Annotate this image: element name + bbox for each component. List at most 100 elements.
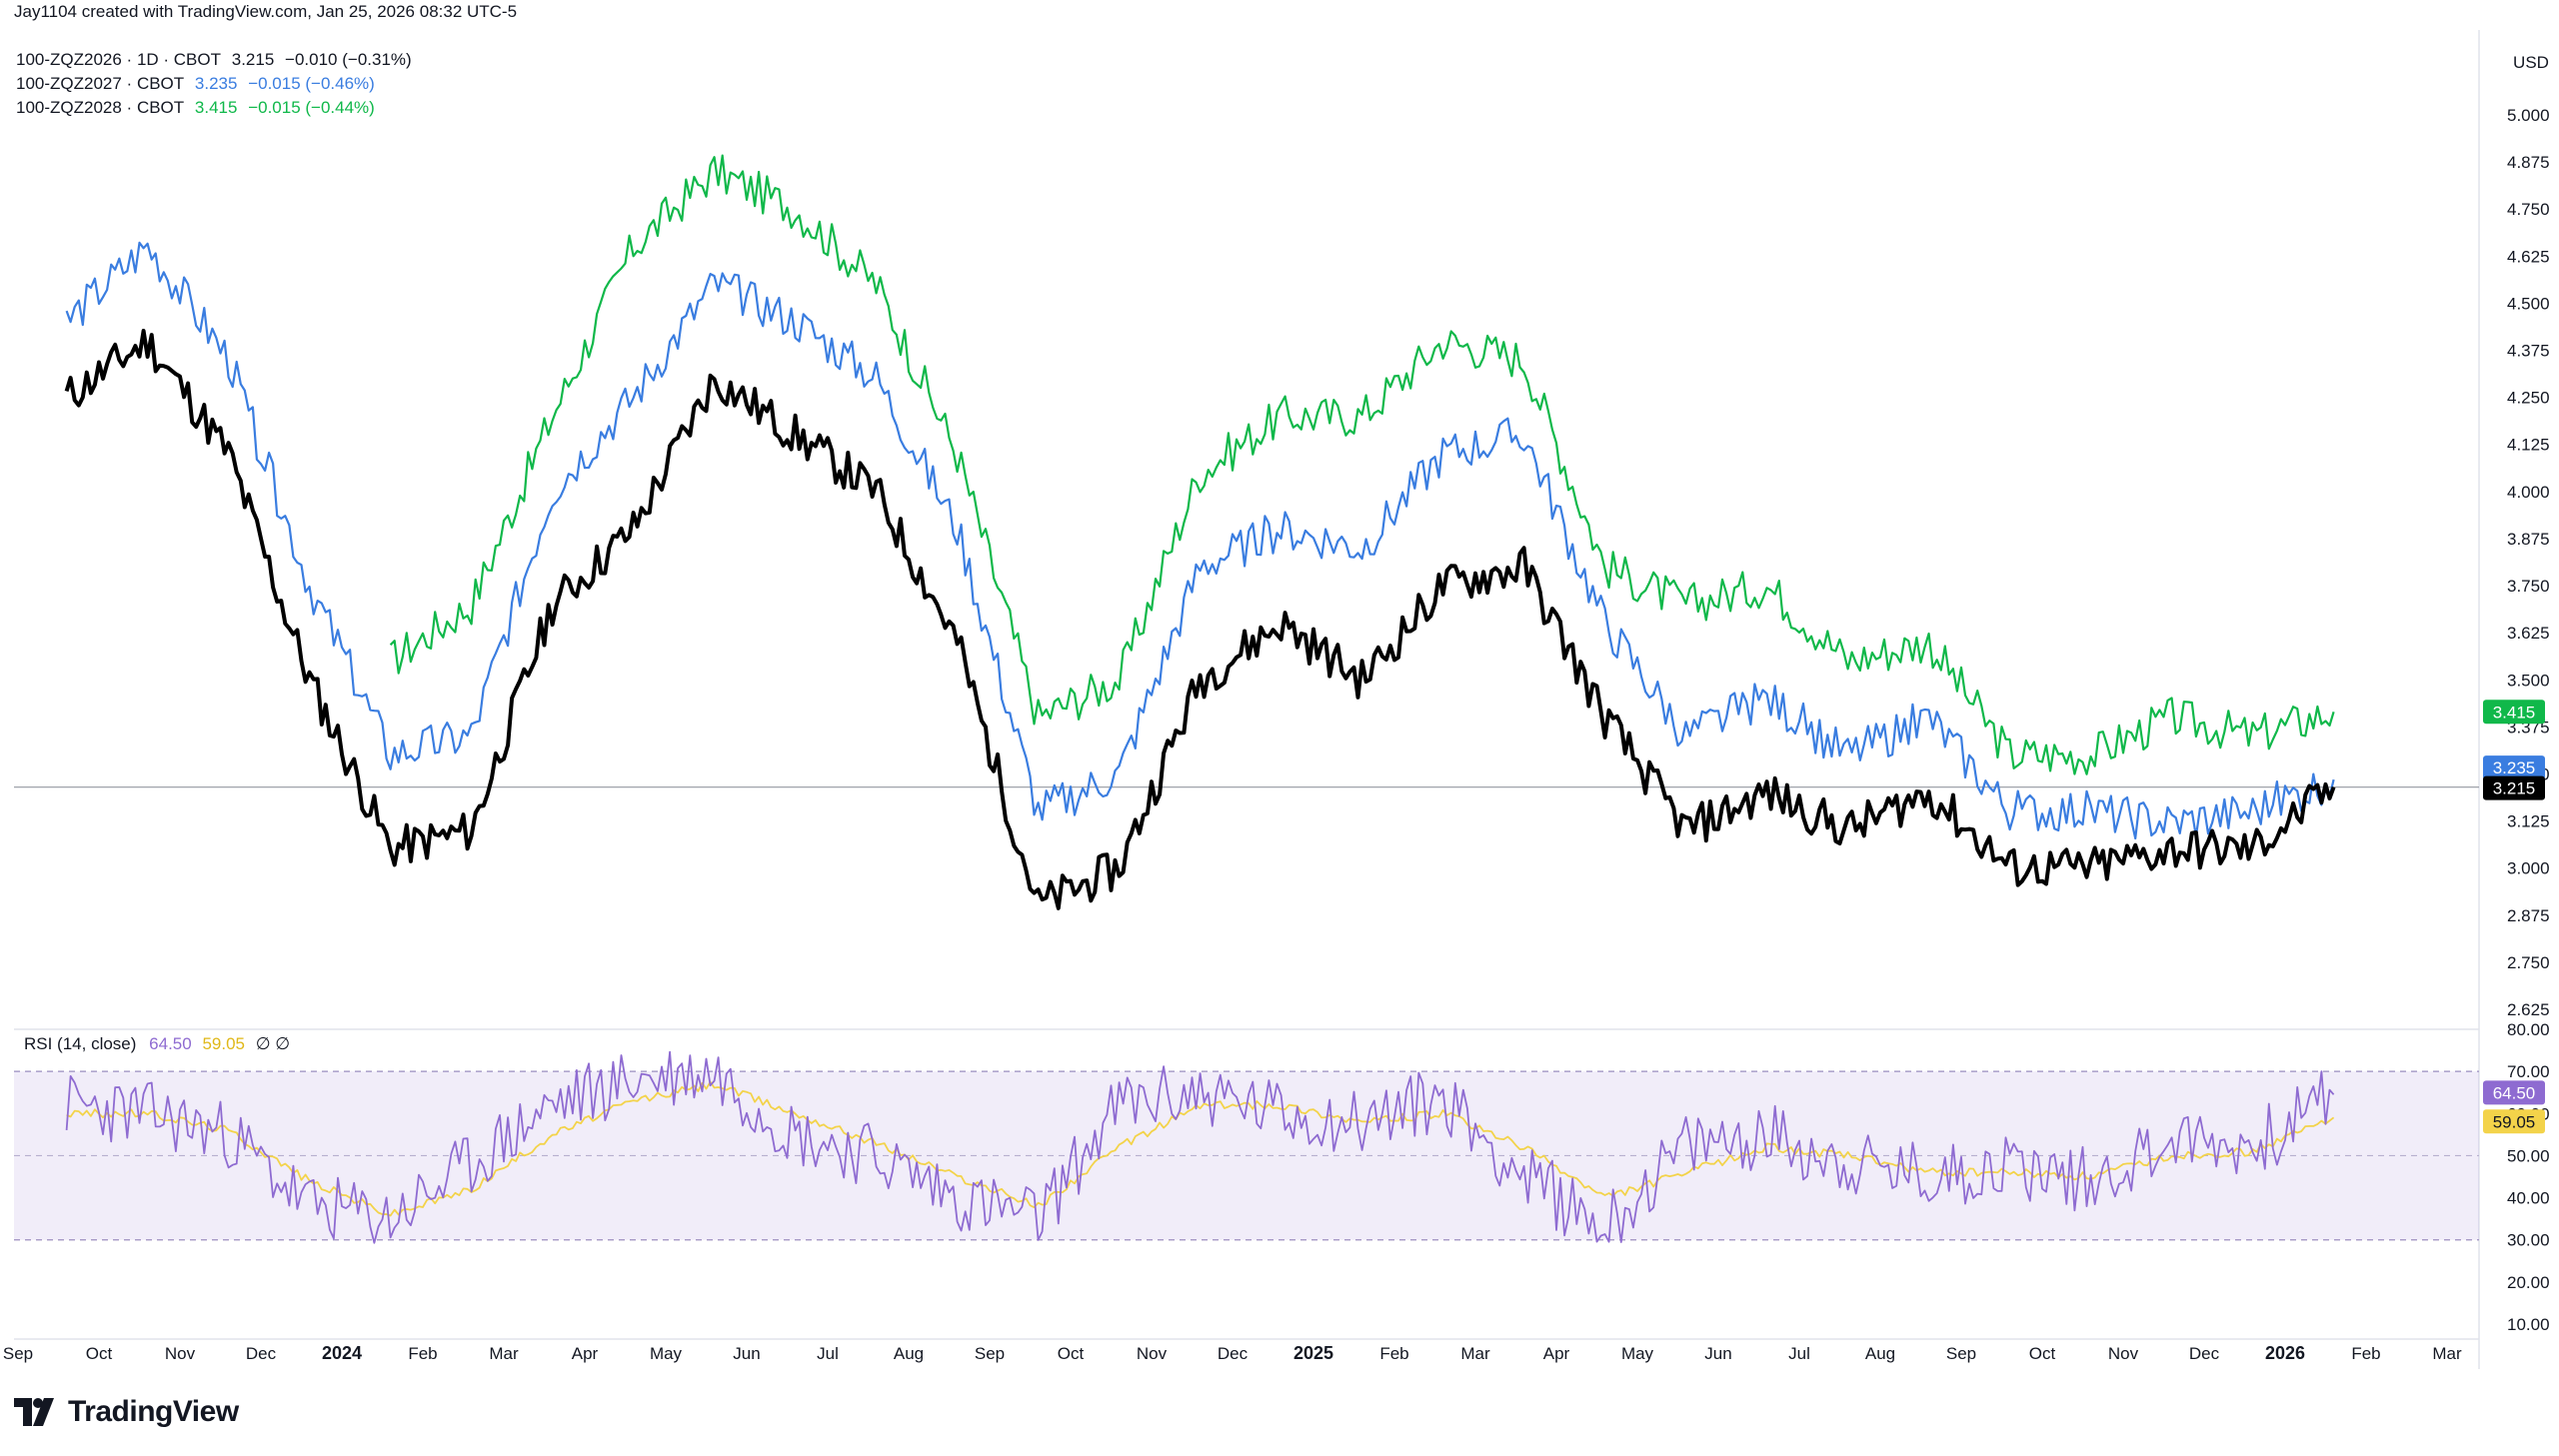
rsi-legend[interactable]: RSI (14, close) 64.50 59.05 ∅ ∅ bbox=[24, 1034, 290, 1054]
time-tick-label: May bbox=[1621, 1344, 1654, 1363]
legend-symbol: 100-ZQZ2027 · CBOT bbox=[16, 74, 185, 93]
price-tick-label: 4.500 bbox=[2507, 294, 2550, 313]
price-badge-label: 3.235 bbox=[2493, 758, 2536, 777]
time-tick-label: Oct bbox=[2029, 1344, 2056, 1363]
rsi-badge-label: 64.50 bbox=[2493, 1083, 2536, 1102]
price-tick-label: 4.000 bbox=[2507, 483, 2550, 502]
series-line-100-ZQZ2027 bbox=[65, 241, 2335, 840]
price-tick-label: 3.750 bbox=[2507, 577, 2550, 596]
rsi-tick-label: 20.00 bbox=[2507, 1273, 2550, 1292]
rsi-ma-value: 59.05 bbox=[202, 1034, 245, 1053]
price-tick-label: 3.125 bbox=[2507, 812, 2550, 831]
time-tick-label: Jun bbox=[733, 1344, 760, 1363]
tradingview-logo-icon bbox=[14, 1398, 54, 1426]
tradingview-logo[interactable]: TradingView bbox=[14, 1395, 239, 1429]
price-tick-label: 4.625 bbox=[2507, 247, 2550, 266]
currency-label: USD bbox=[2513, 53, 2549, 72]
price-badge bbox=[2483, 755, 2545, 780]
price-tick-label: 2.875 bbox=[2507, 906, 2550, 925]
chart-credit: Jay1104 created with TradingView.com, Ja… bbox=[14, 2, 518, 21]
legend-change: −0.015 (−0.46%) bbox=[248, 74, 375, 93]
rsi-tick-label: 50.00 bbox=[2507, 1146, 2550, 1165]
time-tick-label: Aug bbox=[894, 1344, 924, 1363]
rsi-line-RSI bbox=[65, 1050, 2335, 1244]
time-tick-label: Apr bbox=[572, 1344, 599, 1363]
price-badge bbox=[2483, 775, 2545, 800]
series-line-100-ZQZ2026 bbox=[64, 329, 2336, 910]
time-tick-label: 2024 bbox=[322, 1343, 362, 1363]
price-tick-label: 5.000 bbox=[2507, 106, 2550, 125]
legend-change: −0.015 (−0.44%) bbox=[248, 98, 375, 117]
price-badge-label: 3.415 bbox=[2493, 703, 2536, 722]
rsi-tick-label: 80.00 bbox=[2507, 1020, 2550, 1039]
price-axis[interactable]: 5.000 4.875 4.750 4.625 4.500 4.375 4.250 4.125… bbox=[2507, 106, 2550, 1019]
time-tick-label: Feb bbox=[2351, 1344, 2380, 1363]
legend-change: −0.010 (−0.31%) bbox=[285, 50, 412, 69]
rsi-badge-label: 59.05 bbox=[2493, 1112, 2536, 1131]
time-tick-label: Sep bbox=[3, 1344, 33, 1363]
time-tick-label: Mar bbox=[489, 1344, 519, 1363]
price-tick-label: 4.375 bbox=[2507, 342, 2550, 361]
rsi-value: 64.50 bbox=[149, 1034, 192, 1053]
time-tick-label: Apr bbox=[1543, 1344, 1570, 1363]
price-badge bbox=[2483, 700, 2545, 725]
time-tick-label: Mar bbox=[1460, 1344, 1490, 1363]
rsi-extra: ∅ ∅ bbox=[255, 1034, 291, 1053]
legend-symbol: 100-ZQZ2028 · CBOT bbox=[16, 98, 185, 117]
time-tick-label: Mar bbox=[2432, 1344, 2462, 1363]
time-tick-label: Dec bbox=[2189, 1344, 2220, 1363]
time-tick-label: Nov bbox=[165, 1344, 196, 1363]
rsi-label: RSI (14, close) bbox=[24, 1034, 137, 1053]
time-tick-label: Jun bbox=[1704, 1344, 1731, 1363]
time-tick-label: Dec bbox=[1218, 1344, 1249, 1363]
tradingview-logo-text: TradingView bbox=[68, 1395, 239, 1428]
price-tick-label: 3.000 bbox=[2507, 859, 2550, 878]
legend-last: 3.235 bbox=[194, 74, 238, 93]
legend-row-2[interactable]: 100-ZQZ2027 · CBOT 3.235 −0.015 (−0.46%) bbox=[16, 74, 381, 94]
time-axis[interactable]: Sep Oct Nov Dec 2024 Feb Mar Apr May Jun Jul Aug Sep… bbox=[3, 1343, 2462, 1363]
time-tick-label: Oct bbox=[1058, 1344, 1085, 1363]
price-tick-label: 3.625 bbox=[2507, 624, 2550, 643]
rsi-badges: 64.50 59.05 bbox=[2483, 1080, 2545, 1134]
time-tick-label: 2025 bbox=[1293, 1343, 1333, 1363]
time-tick-label: Nov bbox=[2108, 1344, 2139, 1363]
time-tick-label: Sep bbox=[1946, 1344, 1976, 1363]
time-tick-label: Feb bbox=[1379, 1344, 1408, 1363]
legend-last: 3.415 bbox=[194, 98, 238, 117]
price-badges: 3.415 3.235 3.215 bbox=[2483, 700, 2545, 800]
price-tick-label: 2.750 bbox=[2507, 953, 2550, 972]
rsi-badge bbox=[2483, 1080, 2545, 1105]
legend-row-3[interactable]: 100-ZQZ2028 · CBOT 3.415 −0.015 (−0.44%) bbox=[16, 98, 381, 118]
price-tick-label: 3.500 bbox=[2507, 671, 2550, 690]
rsi-tick-label: 10.00 bbox=[2507, 1315, 2550, 1334]
legend-row-1[interactable]: 100-ZQZ2026 · 1D · CBOT 3.215 −0.010 (−0… bbox=[16, 50, 418, 70]
time-tick-label: Oct bbox=[86, 1344, 113, 1363]
time-tick-label: Jul bbox=[817, 1344, 839, 1363]
price-series-group bbox=[64, 154, 2336, 910]
time-tick-label: Aug bbox=[1865, 1344, 1895, 1363]
legend-last: 3.215 bbox=[231, 50, 275, 69]
series-line-100-ZQZ2028 bbox=[389, 154, 2335, 775]
price-tick-label: 4.250 bbox=[2507, 389, 2550, 408]
rsi-badge bbox=[2483, 1109, 2545, 1134]
price-tick-label: 4.875 bbox=[2507, 153, 2550, 172]
time-tick-label: Nov bbox=[1137, 1344, 1168, 1363]
time-tick-label: Dec bbox=[246, 1344, 277, 1363]
rsi-tick-label: 30.00 bbox=[2507, 1231, 2550, 1250]
time-tick-label: 2026 bbox=[2265, 1343, 2305, 1363]
price-badge-label: 3.215 bbox=[2493, 779, 2536, 798]
time-tick-label: Sep bbox=[975, 1344, 1005, 1363]
time-tick-label: Jul bbox=[1788, 1344, 1810, 1363]
rsi-series-group bbox=[65, 1050, 2335, 1244]
rsi-tick-label: 70.00 bbox=[2507, 1062, 2550, 1081]
rsi-tick-label: 40.00 bbox=[2507, 1189, 2550, 1208]
time-tick-label: Feb bbox=[408, 1344, 437, 1363]
legend-symbol: 100-ZQZ2026 · 1D · CBOT bbox=[16, 50, 222, 69]
time-tick-label: May bbox=[650, 1344, 683, 1363]
price-tick-label: 4.750 bbox=[2507, 200, 2550, 219]
price-tick-label: 2.625 bbox=[2507, 1000, 2550, 1019]
price-tick-label: 3.875 bbox=[2507, 530, 2550, 549]
price-tick-label: 4.125 bbox=[2507, 436, 2550, 455]
